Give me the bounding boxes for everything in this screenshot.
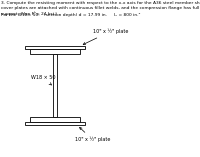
Text: W18 × 50: W18 × 50 [31, 75, 56, 85]
Bar [30, 117, 80, 122]
Text: 10" x ½" plate: 10" x ½" plate [75, 127, 110, 142]
Bar [25, 46, 85, 49]
Text: For the W18× 50:   (section depth) d = 17.99 in.     Iₓ = 800 in.⁴: For the W18× 50: (section depth) d = 17.… [1, 13, 140, 17]
Text: 3. Compute the resisting moment with respect to the x-x axis for the A36 steel m: 3. Compute the resisting moment with res… [1, 1, 200, 16]
Bar [25, 122, 85, 125]
Bar [30, 49, 80, 54]
Bar [53, 54, 57, 117]
Text: 10" x ½" plate: 10" x ½" plate [83, 29, 128, 45]
